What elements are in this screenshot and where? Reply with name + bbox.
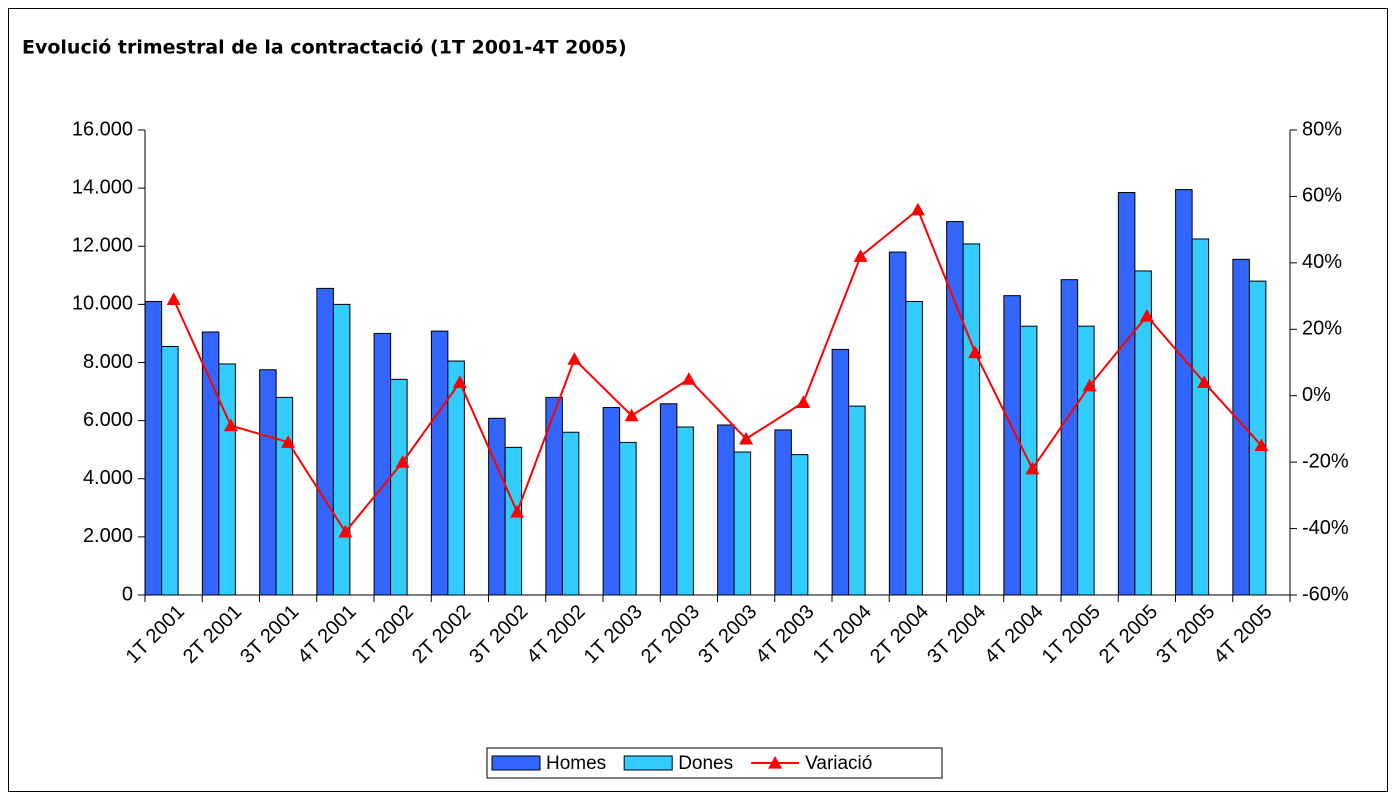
legend-marker	[768, 756, 783, 769]
line-marker	[1254, 438, 1269, 452]
legend-swatch	[623, 755, 673, 771]
line-series	[172, 208, 1263, 534]
y2-tick-label: 20%	[1302, 318, 1342, 340]
line-marker	[281, 435, 296, 448]
line-marker	[624, 408, 639, 422]
bar	[373, 332, 392, 596]
line-marker	[681, 372, 696, 385]
bar	[201, 331, 220, 596]
bar	[774, 429, 792, 596]
line-marker	[338, 524, 353, 538]
line-marker	[567, 352, 582, 365]
y-tick-label: 6.000	[83, 409, 133, 431]
y2-tick-label: 80%	[1302, 118, 1342, 140]
y2-tick-label: -60%	[1302, 583, 1349, 605]
legend-label: Variació	[805, 753, 872, 774]
y-tick-label: 16.000	[72, 118, 133, 140]
legend-label: Dones	[678, 753, 733, 774]
legend-swatch	[491, 755, 541, 771]
y-tick-label: 12.000	[72, 235, 133, 257]
line-marker	[968, 345, 983, 359]
bar	[717, 424, 735, 596]
bar	[1175, 189, 1193, 596]
chart-border	[8, 8, 1388, 792]
bar	[447, 360, 465, 596]
legend-label: Homes	[546, 753, 606, 774]
line-marker	[452, 375, 467, 389]
bar	[1191, 238, 1210, 596]
legend-box	[486, 747, 943, 779]
bar	[161, 346, 179, 596]
bar	[275, 396, 294, 596]
y2-tick-label: -20%	[1302, 450, 1349, 472]
bar	[259, 369, 277, 596]
bar	[488, 417, 506, 596]
y-tick-label: 4.000	[83, 467, 133, 489]
bar	[602, 407, 621, 596]
bar	[790, 454, 809, 596]
line-marker	[910, 202, 925, 216]
line-marker	[1082, 378, 1097, 392]
bar	[1060, 279, 1079, 596]
line-marker	[1025, 461, 1040, 475]
y2-tick-label: 60%	[1302, 185, 1342, 207]
bar	[144, 300, 163, 596]
y-tick-label: 0	[122, 583, 133, 605]
bar	[430, 330, 449, 596]
line-marker	[1139, 309, 1154, 322]
line-marker	[166, 292, 181, 305]
y2-tick-label: -40%	[1302, 517, 1349, 539]
bar	[619, 441, 637, 596]
bar	[888, 251, 907, 596]
line-marker	[510, 504, 525, 518]
bar	[659, 403, 678, 596]
bar	[1134, 270, 1152, 596]
bar	[561, 431, 580, 596]
bar	[1077, 325, 1095, 596]
bar	[1003, 295, 1021, 596]
bar	[504, 446, 523, 596]
bar	[1232, 258, 1250, 596]
bar	[390, 378, 408, 596]
y-tick-label: 2.000	[83, 525, 133, 547]
line-marker	[395, 455, 410, 468]
bar	[316, 287, 334, 596]
y-tick-label: 10.000	[72, 293, 133, 315]
chart-title: Evolució trimestral de la contractació (…	[22, 37, 627, 59]
line-marker	[853, 249, 868, 262]
line-marker	[796, 395, 811, 408]
bar	[676, 426, 694, 596]
bar	[962, 243, 981, 596]
y2-tick-label: 40%	[1302, 251, 1342, 273]
bar	[831, 348, 850, 596]
y-tick-label: 8.000	[83, 351, 133, 373]
bar	[332, 303, 351, 596]
bar	[733, 451, 752, 596]
line-marker	[223, 418, 238, 432]
bar	[848, 405, 866, 596]
bar	[946, 221, 964, 596]
line-marker	[1197, 375, 1212, 389]
line-marker	[739, 431, 754, 445]
y2-tick-label: 0%	[1302, 384, 1331, 406]
bar	[1248, 280, 1267, 596]
bar	[1117, 191, 1136, 596]
bar	[218, 363, 236, 596]
y-tick-label: 14.000	[72, 176, 133, 198]
bar	[905, 300, 923, 596]
